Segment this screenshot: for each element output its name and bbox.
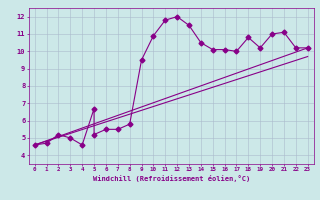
X-axis label: Windchill (Refroidissement éolien,°C): Windchill (Refroidissement éolien,°C) <box>92 175 250 182</box>
